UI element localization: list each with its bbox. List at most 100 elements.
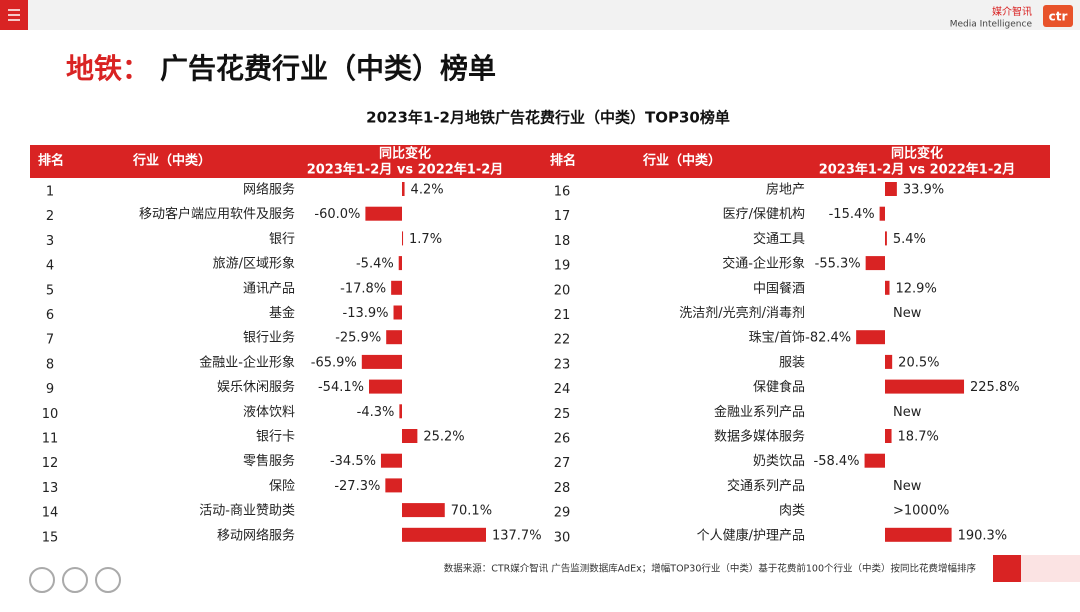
industry: 通讯产品 bbox=[243, 281, 295, 296]
bar bbox=[402, 503, 445, 518]
rank: 17 bbox=[554, 209, 571, 224]
bar bbox=[398, 256, 402, 271]
rank: 5 bbox=[46, 283, 54, 298]
top-bar bbox=[0, 0, 1080, 30]
change-label: -17.8% bbox=[340, 281, 386, 296]
brand-logo bbox=[1043, 5, 1073, 27]
industry: 娱乐休闲服务 bbox=[217, 379, 295, 395]
title-prefix: 地铁： bbox=[66, 52, 150, 85]
industry: 基金 bbox=[269, 305, 295, 321]
bar bbox=[391, 280, 402, 295]
industry: 奶类饮品 bbox=[753, 454, 805, 469]
change-label: -15.4% bbox=[829, 207, 875, 222]
rank: 1 bbox=[46, 185, 54, 200]
bar bbox=[380, 453, 402, 468]
title: 广告花费行业（中类）榜单 bbox=[160, 52, 496, 85]
change-label: 33.9% bbox=[903, 183, 944, 198]
change-label: 20.5% bbox=[898, 355, 939, 370]
change-label: New bbox=[893, 479, 922, 494]
industry: 液体饮料 bbox=[243, 405, 295, 420]
brand-logo-text: ctr bbox=[1049, 10, 1068, 24]
change-label: 137.7% bbox=[492, 528, 542, 543]
change-label: -34.5% bbox=[330, 454, 376, 469]
col-change: 同比变化 bbox=[891, 146, 943, 162]
change-label: >1000% bbox=[893, 504, 949, 519]
bar bbox=[885, 429, 892, 443]
industry: 服装 bbox=[779, 355, 805, 370]
bar bbox=[864, 453, 885, 468]
change-label: -54.1% bbox=[318, 380, 364, 395]
bar bbox=[365, 206, 402, 221]
brand-cn: 媒介智讯 bbox=[992, 5, 1032, 18]
bar bbox=[879, 206, 885, 221]
change-label: 18.7% bbox=[898, 430, 939, 445]
table-title: 2023年1-2月地铁广告花费行业（中类）TOP30榜单 bbox=[366, 109, 730, 127]
bar bbox=[402, 182, 405, 196]
change-label: -58.4% bbox=[814, 454, 860, 469]
change-label: 190.3% bbox=[958, 528, 1008, 543]
rank: 13 bbox=[42, 481, 59, 496]
col-rank: 排名 bbox=[550, 153, 576, 169]
rank: 24 bbox=[554, 382, 571, 397]
industry: 金融业系列产品 bbox=[714, 404, 805, 420]
bar bbox=[386, 330, 402, 345]
change-label: 225.8% bbox=[970, 380, 1020, 395]
change-label: -13.9% bbox=[343, 306, 389, 321]
industry: 银行卡 bbox=[256, 430, 295, 445]
change-label: -5.4% bbox=[356, 257, 394, 272]
industry: 移动网络服务 bbox=[217, 527, 295, 543]
change-label: -25.9% bbox=[335, 331, 381, 346]
industry: 数据多媒体服务 bbox=[714, 429, 805, 445]
bar bbox=[885, 379, 965, 394]
industry: 银行业务 bbox=[243, 330, 295, 346]
industry: 珠宝/首饰 bbox=[749, 331, 805, 346]
rank: 15 bbox=[42, 530, 59, 545]
change-label: 4.2% bbox=[411, 183, 444, 198]
bar bbox=[885, 280, 890, 295]
change-label: -82.4% bbox=[805, 331, 851, 346]
industry: 洗洁剂/光亮剂/消毒剂 bbox=[679, 305, 805, 321]
industry: 房地产 bbox=[766, 182, 805, 198]
brand-en: Media Intelligence bbox=[950, 20, 1033, 30]
industry: 金融业-企业形象 bbox=[199, 354, 295, 370]
col-rank: 排名 bbox=[38, 153, 64, 169]
col-period: 2023年1-2月 vs 2022年1-2月 bbox=[819, 162, 1016, 178]
cert-logos bbox=[29, 567, 121, 593]
industry: 交通系列产品 bbox=[727, 478, 805, 494]
rank: 3 bbox=[46, 234, 54, 249]
rank: 18 bbox=[554, 234, 571, 249]
rank: 29 bbox=[554, 506, 571, 521]
rank: 7 bbox=[46, 333, 54, 348]
footer-note: 数据来源：CTR媒介智讯 广告监测数据库AdEx；增幅TOP30行业（中类）基于… bbox=[444, 563, 977, 575]
rank: 30 bbox=[554, 530, 571, 545]
rank: 20 bbox=[554, 283, 571, 298]
change-label: New bbox=[893, 405, 922, 420]
industry: 交通工具 bbox=[753, 231, 805, 247]
industry: 个人健康/护理产品 bbox=[697, 527, 805, 543]
bar bbox=[402, 231, 404, 246]
change-label: -27.3% bbox=[334, 479, 380, 494]
bar bbox=[885, 182, 897, 196]
rank: 22 bbox=[554, 333, 571, 348]
industry: 移动客户端应用软件及服务 bbox=[139, 206, 295, 222]
bar bbox=[402, 527, 486, 542]
industry: 肉类 bbox=[779, 504, 805, 519]
rank: 28 bbox=[554, 481, 571, 496]
change-label: 70.1% bbox=[451, 504, 492, 519]
col-industry: 行业（中类） bbox=[642, 153, 721, 169]
rank: 23 bbox=[554, 357, 571, 372]
bar bbox=[885, 231, 887, 246]
change-label: -65.9% bbox=[311, 355, 357, 370]
change-label: New bbox=[893, 306, 922, 321]
bar bbox=[856, 330, 885, 345]
change-label: -4.3% bbox=[357, 405, 395, 420]
corner-block bbox=[993, 555, 1021, 582]
industry: 医疗/保健机构 bbox=[723, 207, 805, 222]
bar bbox=[361, 354, 402, 369]
change-label: 1.7% bbox=[409, 232, 442, 247]
rank: 10 bbox=[42, 407, 59, 422]
bar bbox=[402, 429, 418, 443]
bar bbox=[393, 305, 402, 320]
change-label: 5.4% bbox=[893, 232, 926, 247]
